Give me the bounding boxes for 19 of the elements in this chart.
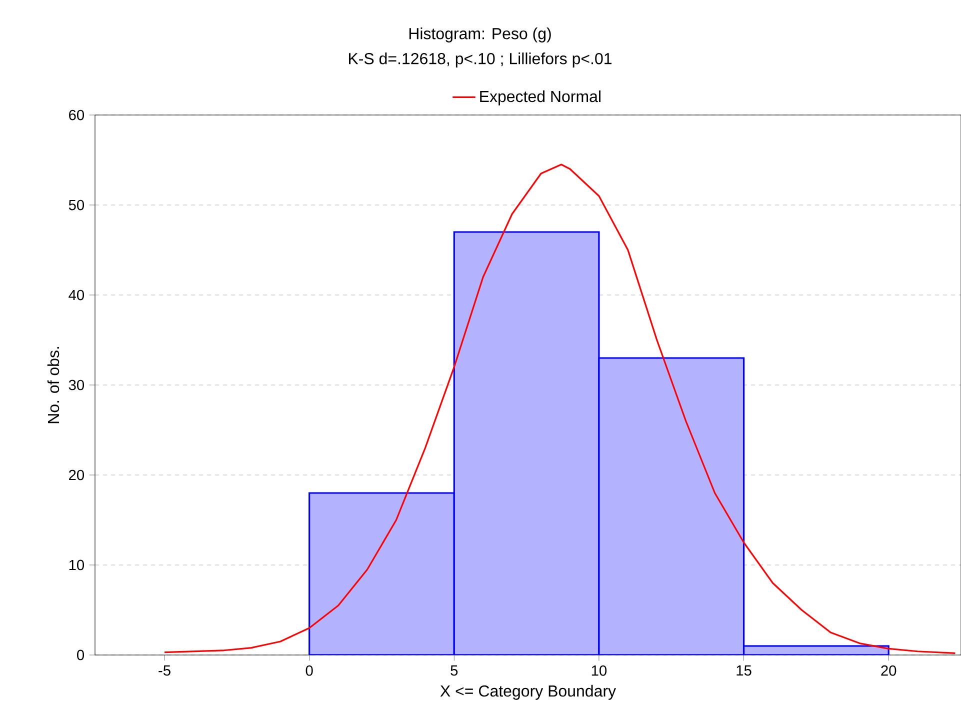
x-tick-label: 10: [592, 665, 607, 676]
x-tick-label: 0: [306, 665, 313, 676]
x-tick-label: -5: [158, 665, 170, 676]
y-tick-label: 60: [69, 110, 84, 120]
chart-title: Histogram: Peso (g): [409, 28, 551, 42]
y-tick-label: 0: [77, 650, 84, 660]
x-axis-title: X <= Category Boundary: [440, 684, 616, 700]
x-tick-label: 20: [881, 665, 896, 676]
y-axis-title: No. of obs.: [47, 347, 60, 424]
y-tick-label: 20: [69, 470, 84, 480]
line-series: [164, 164, 956, 654]
y-tick-label: 10: [69, 560, 84, 570]
x-tick-label: 15: [736, 665, 752, 676]
legend-label: Expected Normal: [480, 90, 600, 106]
y-tick-label: 40: [68, 290, 84, 300]
y-tick-label: 30: [68, 380, 84, 390]
y-tick-label: 50: [68, 200, 84, 210]
x-tick-label: 5: [450, 665, 458, 676]
chart-subtitle: K-S d=.12618, p<.10 ; Lilliefors p<.01: [349, 52, 612, 68]
